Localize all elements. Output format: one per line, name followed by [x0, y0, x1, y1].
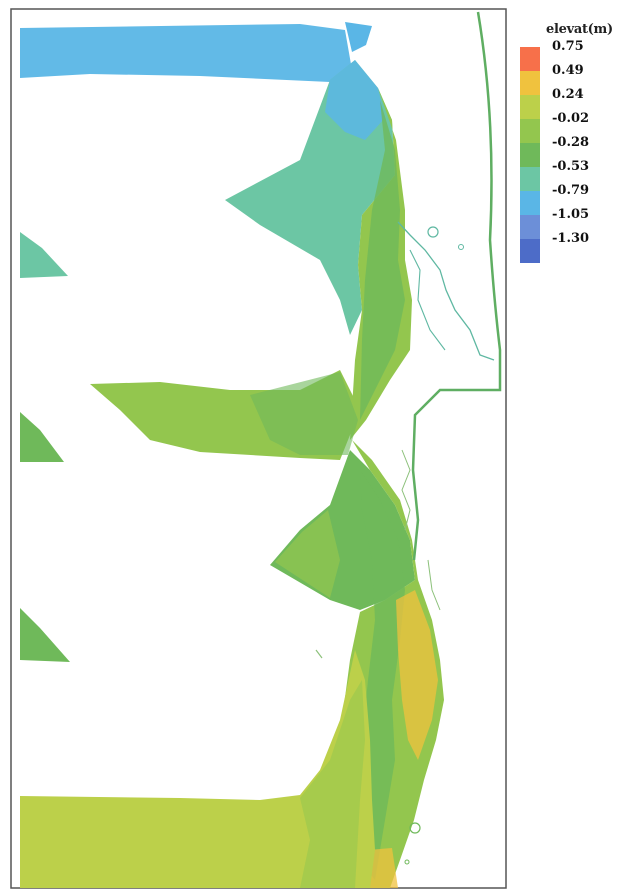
shoreline-inner-2 [409, 249, 446, 351]
region-bottom-band [20, 650, 375, 888]
shoreline-inner [397, 221, 495, 361]
legend-label: -1.30 [552, 231, 590, 246]
legend-swatch [520, 119, 540, 143]
region-nearshore-upper-dark [360, 100, 405, 420]
legend-label: -0.53 [552, 159, 590, 174]
legend-swatch [520, 95, 540, 119]
shoreline-inner-3 [401, 449, 411, 531]
legend-label: 0.24 [552, 87, 584, 102]
island-4 [404, 859, 410, 865]
legend-entry: -0.02 [516, 111, 638, 143]
legend-label: 0.49 [552, 63, 584, 78]
island-3 [409, 822, 421, 834]
legend-label: -0.79 [552, 183, 590, 198]
legend-entry: 0.24 [516, 87, 638, 119]
legend-label: -0.02 [552, 111, 590, 126]
region-left-wedge-2 [20, 412, 64, 462]
island-1 [427, 226, 439, 238]
shoreline-outer [411, 11, 502, 561]
legend-rows: 0.75 0.49 0.24 -0.02 -0.28 -0.53 -0.79 -1.05 -1.… [516, 39, 638, 263]
legend-swatch [520, 143, 540, 167]
region-lower-fan-light [275, 510, 340, 598]
legend-swatch [520, 47, 540, 71]
region-left-wedge-3 [20, 608, 70, 662]
legend-swatch [520, 71, 540, 95]
region-bottom-band-green [300, 680, 365, 888]
legend-entry: -0.53 [516, 159, 638, 191]
shoreline-inner-4 [427, 559, 441, 611]
shoreline-dash [315, 649, 323, 659]
legend-entry: 0.75 [516, 39, 638, 71]
legend-title: elevat(m) [546, 22, 613, 37]
legend-label: -0.28 [552, 135, 590, 150]
legend-entry: -1.05 [516, 207, 638, 239]
region-left-wedge-1 [20, 232, 68, 278]
legend-entry: -0.79 [516, 183, 638, 215]
legend-label: 0.75 [552, 39, 584, 54]
legend-swatch [520, 191, 540, 215]
region-top-inlet [345, 22, 372, 52]
legend-swatch [520, 167, 540, 191]
legend: elevat(m) 0.75 0.49 0.24 -0.02 -0.28 -0.53 -0.… [516, 22, 638, 263]
legend-entry: 0.49 [516, 63, 638, 95]
region-top-channel [20, 24, 352, 82]
region-upper-fan-blue [325, 60, 385, 140]
legend-entry: -1.30 [516, 231, 638, 263]
legend-swatch [520, 215, 540, 239]
island-2 [458, 244, 464, 250]
legend-swatch [520, 239, 540, 263]
region-nearshore-yellow [396, 590, 438, 760]
region-middle-fan-dark [250, 372, 358, 455]
legend-entry: -0.28 [516, 135, 638, 167]
legend-label: -1.05 [552, 207, 590, 222]
